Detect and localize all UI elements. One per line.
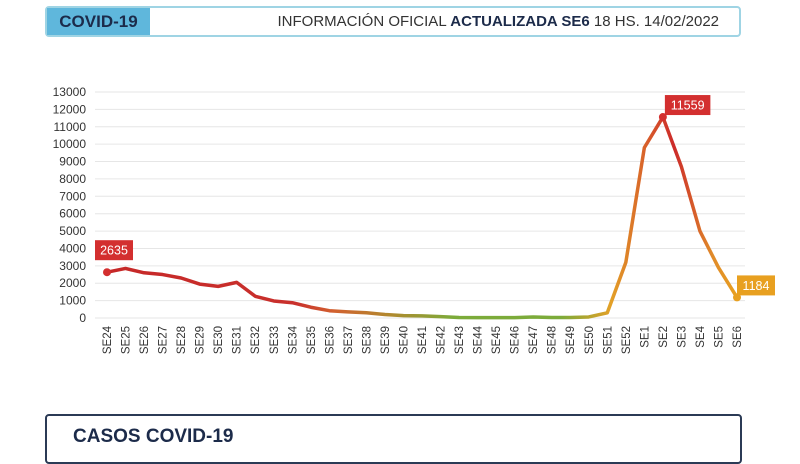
y-tick-label: 4000 — [59, 241, 86, 255]
y-tick-label: 12000 — [53, 102, 87, 116]
y-tick-label: 2000 — [59, 276, 86, 290]
y-tick-label: 3000 — [59, 259, 86, 273]
y-tick-label: 8000 — [59, 172, 86, 186]
y-tick-label: 5000 — [59, 224, 86, 238]
y-tick-label: 11000 — [54, 120, 87, 134]
x-tick-label: SE43 — [454, 326, 466, 354]
x-tick-label: SE42 — [436, 326, 448, 354]
x-tick-label: SE3 — [676, 326, 688, 348]
y-tick-label: 10000 — [53, 137, 87, 151]
x-tick-label: SE37 — [343, 326, 355, 354]
x-tick-label: SE34 — [287, 325, 299, 354]
x-tick-label: SE38 — [361, 326, 373, 354]
x-tick-label: SE31 — [232, 326, 244, 354]
x-tick-label: SE45 — [491, 326, 503, 354]
x-tick-label: SE49 — [565, 326, 577, 354]
x-tick-label: SE30 — [213, 326, 225, 354]
x-tick-label: SE4 — [695, 325, 707, 347]
x-tick-label: SE50 — [584, 326, 596, 354]
value-label: 1184 — [743, 279, 770, 293]
x-tick-label: SE28 — [176, 326, 188, 354]
y-tick-label: 7000 — [59, 189, 86, 203]
x-tick-label: SE44 — [473, 325, 485, 354]
x-tick-label: SE5 — [713, 326, 725, 348]
y-tick-label: 9000 — [59, 155, 86, 169]
y-tick-label: 6000 — [59, 207, 86, 221]
x-tick-label: SE39 — [380, 326, 392, 354]
x-tick-label: SE26 — [139, 326, 151, 354]
annotated-point — [103, 268, 111, 276]
x-tick-label: SE40 — [398, 326, 410, 354]
x-tick-label: SE48 — [547, 326, 559, 354]
series-line — [107, 117, 737, 318]
cases-section: CASOS COVID-19 — [45, 414, 742, 464]
x-tick-label: SE6 — [732, 326, 744, 348]
x-tick-label: SE32 — [250, 326, 262, 354]
x-tick-label: SE24 — [102, 325, 114, 354]
x-tick-label: SE1 — [639, 326, 651, 348]
x-tick-label: SE52 — [621, 326, 633, 354]
x-tick-label: SE46 — [510, 326, 522, 354]
cases-line-chart: 0 1000 2000 3000 4000 5000 6000 7000 8000 9000 100… — [0, 0, 800, 410]
value-label: 2635 — [100, 244, 128, 258]
section-title: CASOS COVID-19 — [73, 426, 233, 448]
x-tick-label: SE25 — [121, 326, 133, 354]
value-label: 11559 — [671, 99, 705, 113]
x-tick-label: SE2 — [658, 326, 670, 348]
x-tick-label: SE36 — [324, 326, 336, 354]
x-tick-label: SE29 — [195, 326, 207, 354]
x-tick-label: SE41 — [417, 326, 429, 354]
y-tick-label: 1000 — [59, 294, 86, 308]
y-tick-label: 0 — [79, 311, 86, 325]
x-tick-label: SE33 — [269, 326, 281, 354]
x-tick-label: SE47 — [528, 326, 540, 354]
x-tick-label: SE27 — [158, 326, 170, 354]
y-tick-label: 13000 — [53, 85, 87, 99]
x-tick-label: SE51 — [602, 326, 614, 354]
x-tick-label: SE35 — [306, 326, 318, 354]
